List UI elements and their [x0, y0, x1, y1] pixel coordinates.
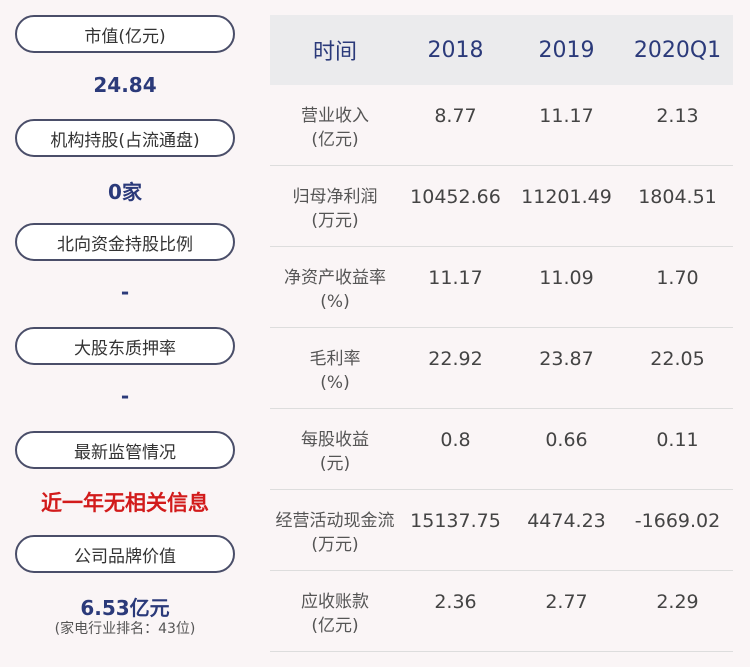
brand-value-value: 6.53亿元: [80, 596, 170, 620]
market-cap-label: 市值(亿元): [15, 15, 235, 53]
northbound-ratio-label: 北向资金持股比例: [15, 223, 235, 261]
financial-table: 时间 2018 2019 2020Q1 营业收入 (亿元) 8.77 11.17 …: [270, 15, 733, 652]
table-row: 每股收益 (元) 0.8 0.66 0.11: [270, 409, 733, 490]
market-cap-value: 24.84: [93, 73, 157, 97]
metric-unit: (%): [320, 373, 350, 393]
cell-2019: 11.17: [539, 105, 594, 127]
cell-2018: 0.8: [440, 429, 471, 451]
cell-2020q1: 1804.51: [638, 186, 717, 208]
cell-2019: 0.66: [545, 429, 588, 451]
regulatory-status-value: 近一年无相关信息: [41, 491, 209, 515]
metric-unit: (%): [320, 292, 350, 312]
cell-2019: 11.09: [539, 267, 594, 289]
header-2018: 2018: [427, 37, 484, 63]
metric-name: 经营活动现金流: [275, 511, 395, 531]
cell-2018: 11.17: [428, 267, 483, 289]
pledge-ratio-label: 大股东质押率: [15, 327, 235, 365]
cell-2019: 23.87: [539, 348, 594, 370]
row-label: 毛利率 (%): [270, 347, 400, 395]
brand-value-label: 公司品牌价值: [15, 535, 235, 573]
table-row: 归母净利润 (万元) 10452.66 11201.49 1804.51: [270, 166, 733, 247]
table-header: 时间 2018 2019 2020Q1: [270, 15, 733, 85]
cell-2020q1: 22.05: [650, 348, 705, 370]
metric-unit: (亿元): [311, 130, 359, 150]
cell-2018: 22.92: [428, 348, 483, 370]
header-2019: 2019: [538, 37, 595, 63]
metric-name: 营业收入: [301, 106, 369, 126]
cell-2018: 15137.75: [410, 510, 501, 532]
cell-2019: 2.77: [545, 591, 588, 613]
row-label: 每股收益 (元): [270, 428, 400, 476]
cell-2019: 4474.23: [527, 510, 606, 532]
metric-name: 应收账款: [301, 592, 369, 612]
cell-2020q1: 0.11: [656, 429, 699, 451]
cell-2020q1: -1669.02: [634, 510, 721, 532]
metric-unit: (亿元): [311, 616, 359, 636]
header-2020q1: 2020Q1: [633, 37, 722, 63]
metric-unit: (元): [319, 454, 351, 474]
cell-2020q1: 2.13: [656, 105, 699, 127]
cell-2018: 8.77: [434, 105, 477, 127]
table-row: 应收账款 (亿元) 2.36 2.77 2.29: [270, 571, 733, 652]
brand-rank-note: (家电行业排名：43位): [54, 621, 196, 637]
metric-name: 归母净利润: [292, 187, 378, 207]
row-label: 应收账款 (亿元): [270, 590, 400, 638]
row-label: 经营活动现金流 (万元): [270, 509, 400, 557]
metric-unit: (万元): [311, 211, 359, 231]
cell-2018: 2.36: [434, 591, 477, 613]
cell-2019: 11201.49: [521, 186, 612, 208]
row-label: 归母净利润 (万元): [270, 185, 400, 233]
institutional-holding-label: 机构持股(占流通盘): [15, 119, 235, 157]
metric-name: 净资产收益率: [284, 268, 386, 288]
row-label: 净资产收益率 (%): [270, 266, 400, 314]
northbound-ratio-value: -: [120, 280, 130, 304]
regulatory-status-label: 最新监管情况: [15, 431, 235, 469]
metric-name: 毛利率: [309, 349, 361, 369]
cell-2020q1: 2.29: [656, 591, 699, 613]
table-row: 净资产收益率 (%) 11.17 11.09 1.70: [270, 247, 733, 328]
metric-name: 每股收益: [301, 430, 369, 450]
table-row: 毛利率 (%) 22.92 23.87 22.05: [270, 328, 733, 409]
metric-unit: (万元): [311, 535, 359, 555]
table-row: 经营活动现金流 (万元) 15137.75 4474.23 -1669.02: [270, 490, 733, 571]
cell-2018: 10452.66: [410, 186, 501, 208]
cell-2020q1: 1.70: [656, 267, 699, 289]
pledge-ratio-value: -: [120, 384, 130, 408]
row-label: 营业收入 (亿元): [270, 104, 400, 152]
header-period: 时间: [312, 40, 357, 65]
table-row: 营业收入 (亿元) 8.77 11.17 2.13: [270, 85, 733, 166]
institutional-holding-value: 0家: [108, 180, 142, 204]
